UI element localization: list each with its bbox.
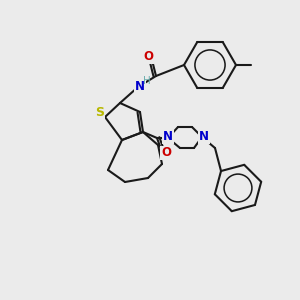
Text: S: S: [95, 106, 104, 118]
Text: N: N: [163, 130, 173, 143]
Text: N: N: [199, 130, 209, 143]
Text: O: O: [161, 146, 171, 160]
Text: H: H: [143, 76, 151, 86]
Text: O: O: [143, 50, 153, 64]
Text: N: N: [135, 80, 145, 94]
